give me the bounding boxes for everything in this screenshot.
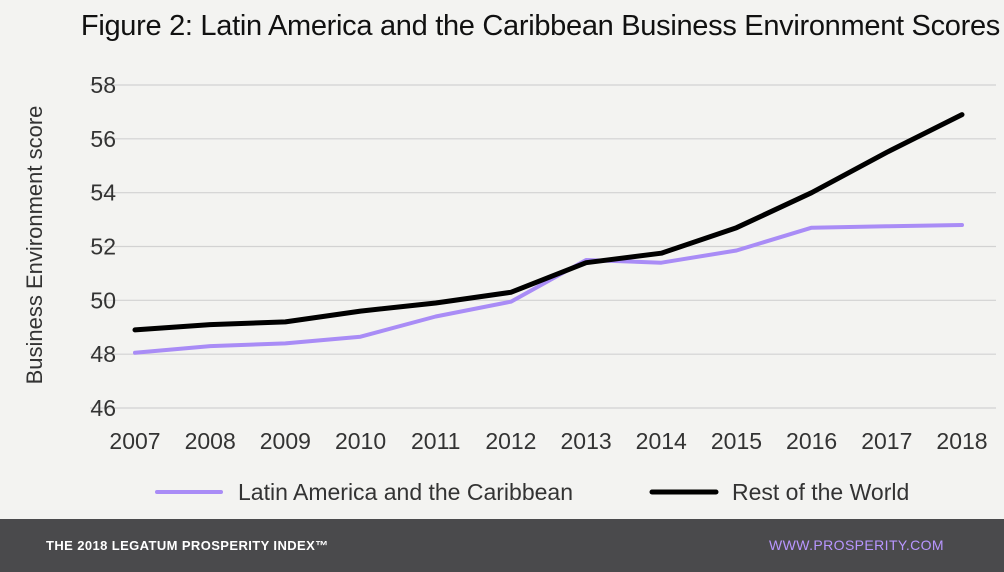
- x-tick-label: 2018: [936, 428, 987, 454]
- y-tick-label: 46: [90, 395, 116, 421]
- y-tick-label: 54: [90, 180, 116, 206]
- x-tick-label: 2012: [485, 428, 536, 454]
- x-tick-label: 2015: [711, 428, 762, 454]
- x-tick-label: 2009: [260, 428, 311, 454]
- y-axis-ticks: 46 48 50 52 54 56 58: [90, 72, 116, 421]
- x-tick-label: 2008: [185, 428, 236, 454]
- x-tick-label: 2017: [861, 428, 912, 454]
- legend-label: Rest of the World: [732, 479, 909, 505]
- y-tick-label: 52: [90, 234, 116, 260]
- x-tick-label: 2014: [636, 428, 687, 454]
- series-line-latin-america: [133, 223, 964, 355]
- legend-label: Latin America and the Caribbean: [238, 479, 573, 505]
- x-tick-label: 2013: [561, 428, 612, 454]
- x-axis-ticks: 2007 2008 2009 2010 2011 2012 2013 2014 2015 2016…: [109, 428, 987, 454]
- x-tick-label: 2016: [786, 428, 837, 454]
- y-tick-label: 48: [90, 341, 116, 367]
- x-tick-label: 2010: [335, 428, 386, 454]
- series-lines: [132, 112, 965, 355]
- y-tick-label: 50: [90, 287, 116, 313]
- chart-title: Figure 2: Latin America and the Caribbea…: [80, 10, 1000, 42]
- y-axis-label: Business Environment score: [22, 106, 47, 385]
- x-tick-label: 2011: [411, 428, 460, 454]
- footer-bar: THE 2018 LEGATUM PROSPERITY INDEX™ WWW.P…: [0, 519, 1004, 572]
- footer-publication-title: THE 2018 LEGATUM PROSPERITY INDEX™: [46, 538, 329, 553]
- x-tick-label: 2007: [109, 428, 160, 454]
- y-tick-label: 58: [90, 72, 116, 98]
- series-line-rest-of-world: [132, 112, 965, 333]
- y-tick-label: 56: [90, 126, 116, 152]
- legend: Latin America and the Caribbean Rest of t…: [155, 479, 909, 505]
- footer-website-link[interactable]: WWW.PROSPERITY.COM: [769, 537, 944, 553]
- grid-lines: [90, 84, 996, 409]
